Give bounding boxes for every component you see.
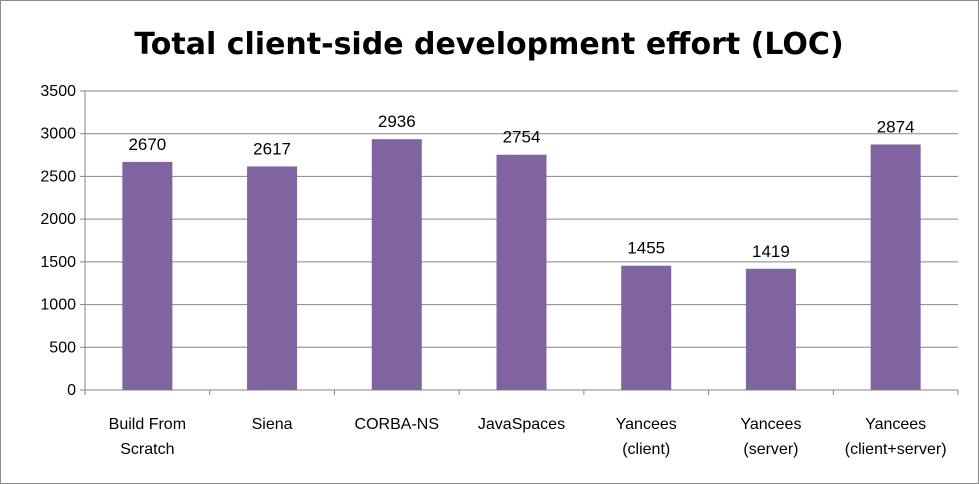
data-labels: 2670 2617 2936 2754 1455 1419 2874 (128, 112, 914, 261)
y-tick-label: 2500 (40, 168, 76, 185)
y-tick-label: 3000 (40, 126, 76, 143)
y-tick-label: 2000 (40, 211, 76, 228)
y-tick-label: 500 (49, 339, 76, 356)
x-axis-category-labels: Build From Scratch Siena CORBA-NS JavaSpaces… (109, 416, 947, 458)
data-label: 2754 (503, 128, 541, 147)
bar (122, 161, 173, 390)
category-label: Yancees (server) (740, 416, 801, 458)
bar (621, 265, 672, 390)
category-label: JavaSpaces (478, 416, 565, 433)
y-tick-label: 3500 (40, 83, 76, 100)
y-axis-tick-labels: 0 500 1000 1500 2000 2500 3000 3500 (40, 83, 76, 399)
bar (371, 139, 422, 390)
data-label: 2874 (877, 117, 915, 136)
y-tick-label: 0 (67, 382, 76, 399)
data-label: 2670 (128, 135, 166, 154)
y-tick-label: 1000 (40, 297, 76, 314)
data-label: 1455 (627, 239, 665, 258)
category-label: Yancees (client) (616, 416, 677, 458)
data-label: 2617 (253, 139, 291, 158)
bars (122, 139, 921, 390)
bar (745, 268, 796, 390)
category-label: Siena (252, 416, 293, 433)
bar (870, 144, 921, 390)
category-label: Build From Scratch (109, 416, 186, 458)
chart-title: Total client-side development effort (LO… (134, 27, 843, 62)
bar (247, 166, 298, 390)
bar (496, 154, 547, 390)
y-tick-label: 1500 (40, 254, 76, 271)
data-label: 1419 (752, 242, 790, 261)
category-label: CORBA-NS (355, 416, 439, 433)
category-label: Yancees (client+server) (845, 416, 947, 458)
data-label: 2936 (378, 112, 416, 131)
